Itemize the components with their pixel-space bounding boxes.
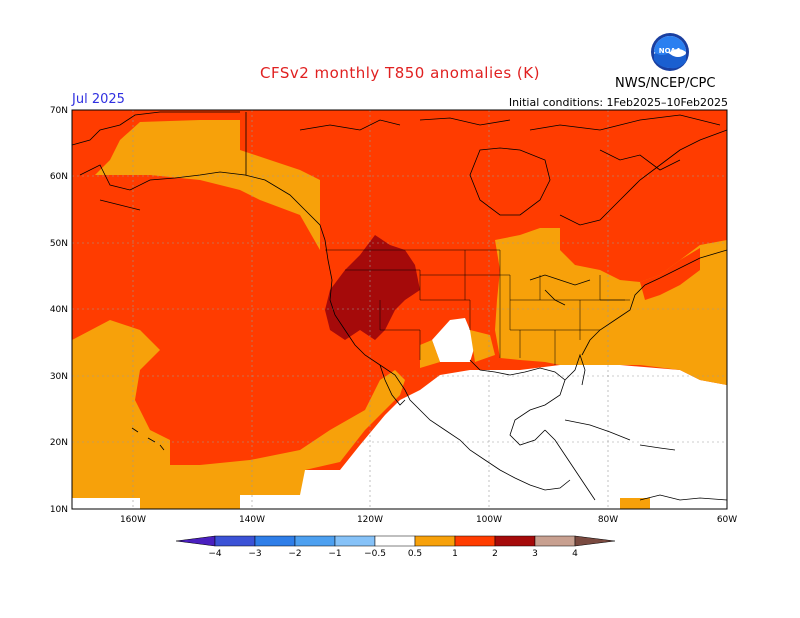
state-borders bbox=[325, 249, 630, 365]
colorbar-label: −3 bbox=[248, 549, 261, 559]
lat-label: 50N bbox=[50, 239, 68, 249]
lon-label: 120W bbox=[357, 515, 383, 525]
noaa-logo-icon: NOAA bbox=[651, 33, 689, 71]
colorbar-segment bbox=[454, 535, 496, 547]
lat-label: 40N bbox=[50, 305, 68, 315]
agency-label: NWS/NCEP/CPC bbox=[615, 76, 716, 91]
lat-label: 30N bbox=[50, 372, 68, 382]
lon-label: 100W bbox=[476, 515, 502, 525]
coastlines bbox=[71, 111, 728, 501]
colorbar-label: −0.5 bbox=[364, 549, 386, 559]
colorbar: −4 −3 −2 −1 −0.5 0.5 1 2 3 4 bbox=[175, 535, 616, 559]
colorbar-segment bbox=[294, 535, 336, 547]
lat-label: 70N bbox=[50, 106, 68, 116]
anomaly-fields bbox=[72, 110, 727, 509]
colorbar-label: 3 bbox=[532, 549, 538, 559]
colorbar-label: 2 bbox=[492, 549, 498, 559]
colorbar-arrow-high bbox=[574, 535, 616, 547]
colorbar-segment bbox=[254, 535, 296, 547]
initial-conditions: Initial conditions: 1Feb2025–10Feb2025 bbox=[508, 96, 728, 109]
map-frame bbox=[71, 109, 728, 510]
colorbar-label: −1 bbox=[328, 549, 341, 559]
colorbar-segment bbox=[214, 535, 256, 547]
colorbar-segment bbox=[334, 535, 376, 547]
lat-label: 20N bbox=[50, 438, 68, 448]
colorbar-segment bbox=[494, 535, 536, 547]
lon-label: 60W bbox=[717, 515, 737, 525]
lon-label: 140W bbox=[239, 515, 265, 525]
lat-label: 10N bbox=[50, 505, 68, 515]
lon-label: 80W bbox=[598, 515, 618, 525]
latitude-labels: 70N 60N 50N 40N 30N 20N 10N bbox=[50, 106, 68, 515]
map-title: CFSv2 monthly T850 anomalies (K) bbox=[260, 64, 540, 82]
colorbar-segment bbox=[374, 535, 416, 547]
colorbar-arrow-low bbox=[175, 535, 216, 547]
noaa-logo-text: NOAA bbox=[659, 47, 682, 55]
colorbar-label: −2 bbox=[288, 549, 301, 559]
lon-label: 160W bbox=[120, 515, 146, 525]
colorbar-segment bbox=[534, 535, 576, 547]
colorbar-segment bbox=[414, 535, 456, 547]
colorbar-label: 4 bbox=[572, 549, 578, 559]
longitude-labels: 160W 140W 120W 100W 80W 60W bbox=[120, 515, 737, 525]
colorbar-label: −4 bbox=[208, 549, 222, 559]
colorbar-label: 0.5 bbox=[408, 549, 422, 559]
lat-label: 60N bbox=[50, 172, 68, 182]
colorbar-label: 1 bbox=[452, 549, 458, 559]
forecast-month: Jul 2025 bbox=[72, 92, 125, 107]
